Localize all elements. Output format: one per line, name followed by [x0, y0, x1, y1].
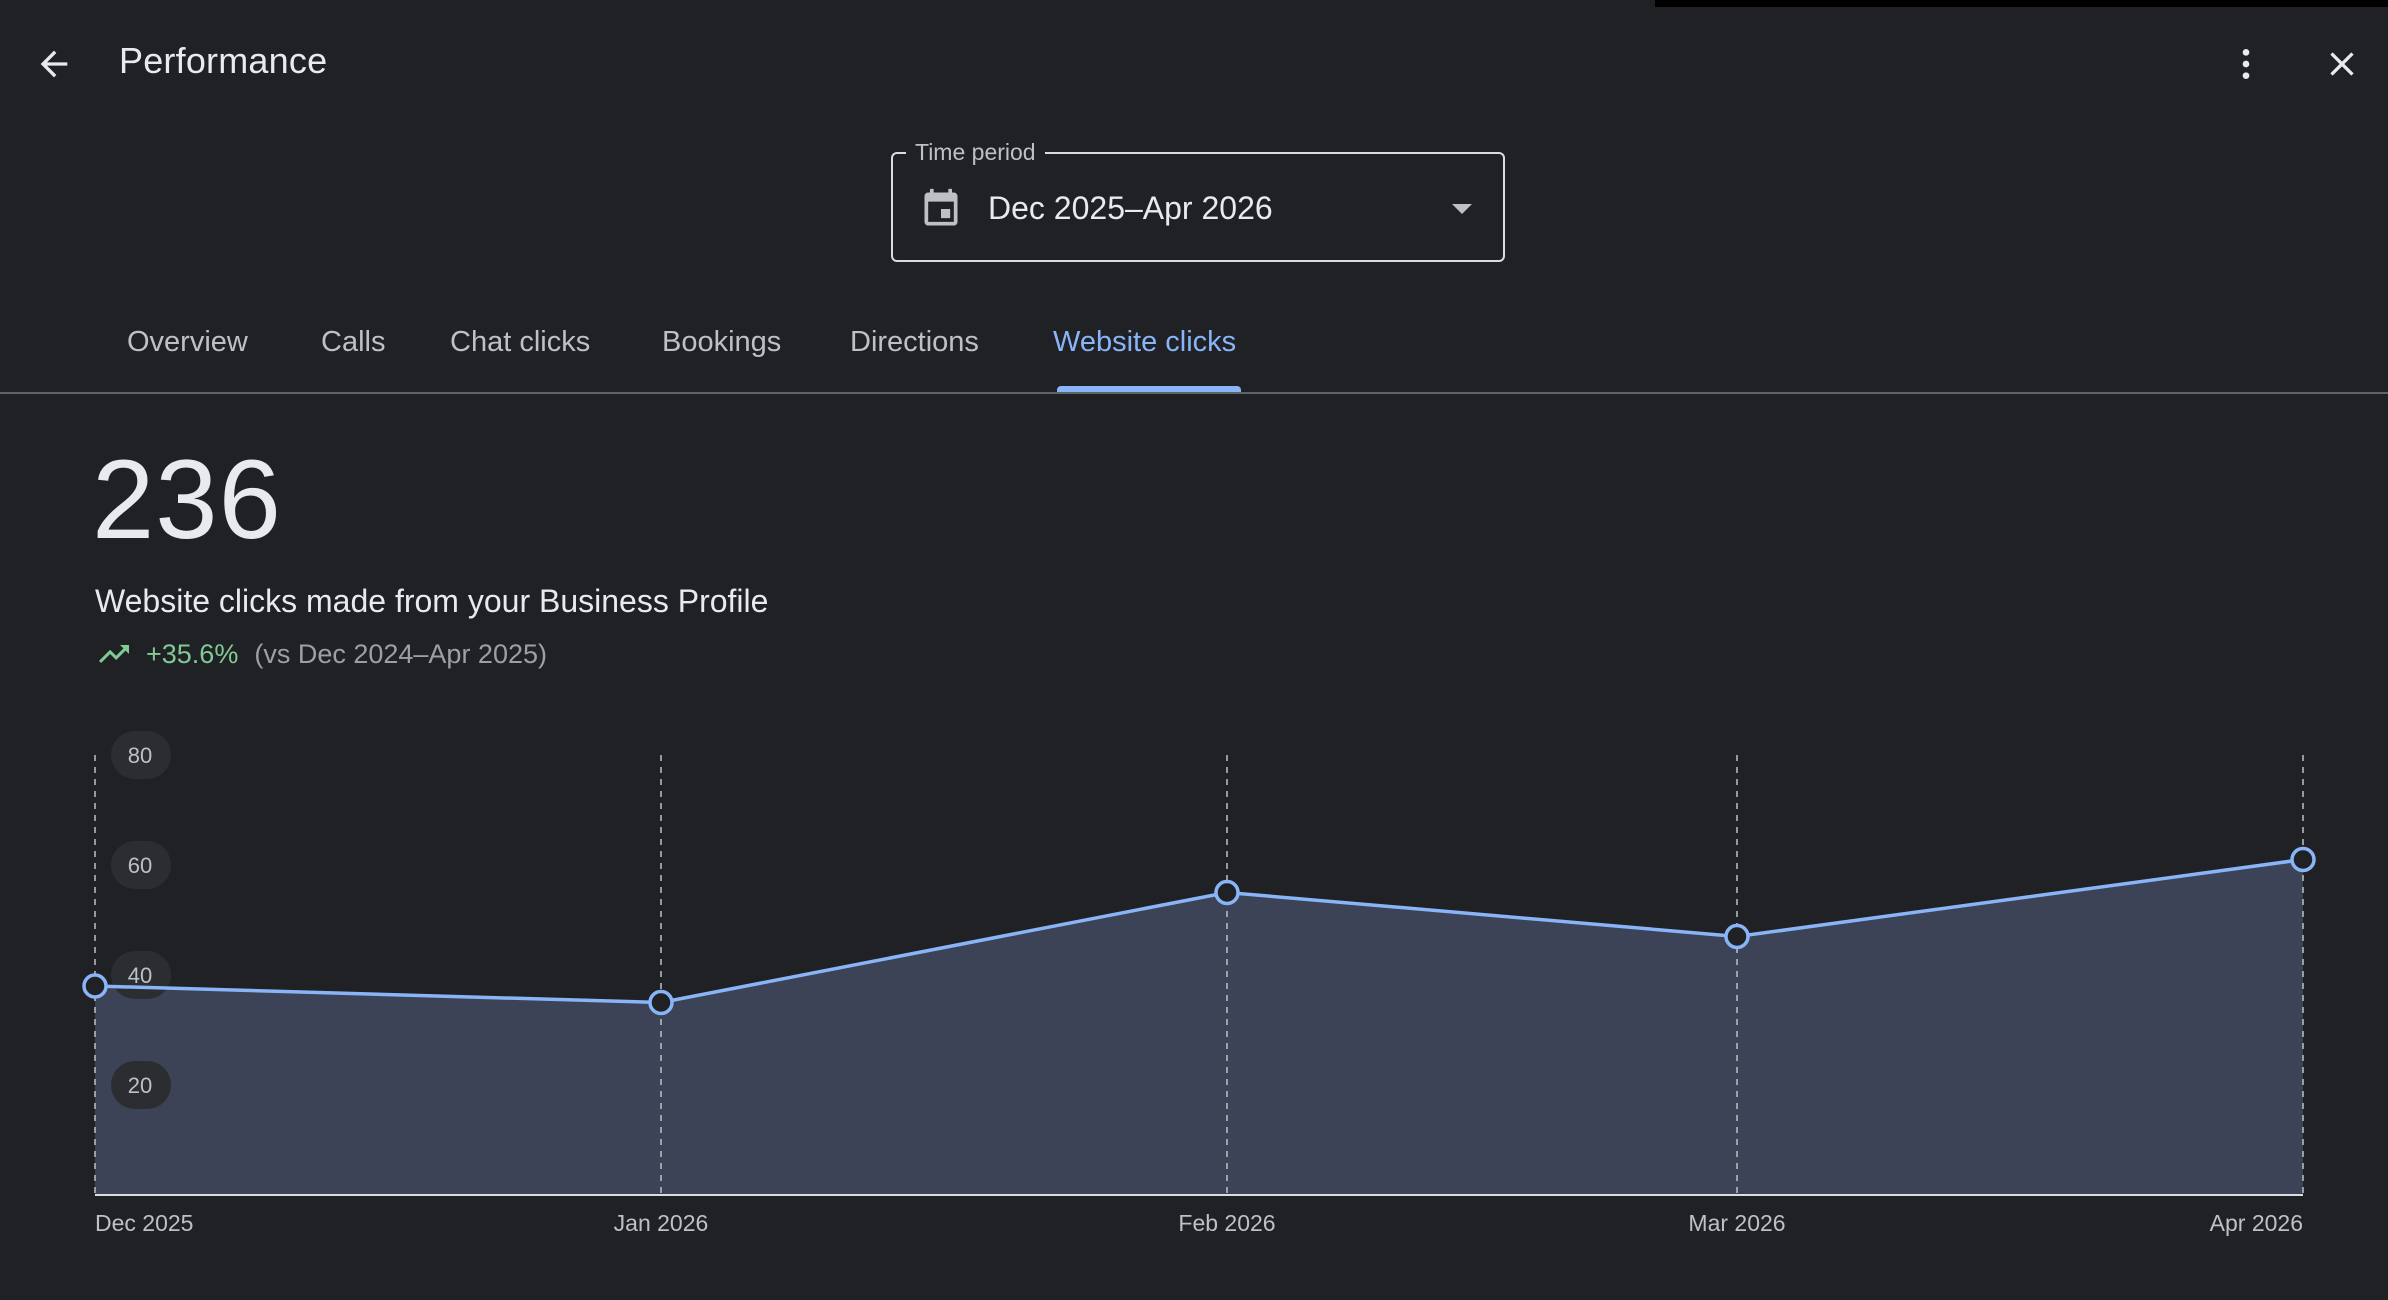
time-period-label: Time period — [906, 139, 1045, 166]
close-button[interactable] — [2302, 24, 2382, 104]
data-point-apr-2026 — [2290, 846, 2316, 873]
x-tick-label: Apr 2026 — [2210, 1210, 2303, 1236]
header: Performance — [0, 0, 2388, 126]
time-period-value: Dec 2025–Apr 2026 — [988, 190, 1273, 226]
more-vert-icon — [2242, 49, 2250, 79]
page-title: Performance — [119, 40, 328, 81]
top-edge-strip — [1655, 0, 2388, 7]
tab-website-clicks[interactable]: Website clicks — [1053, 326, 1237, 358]
more-options-button[interactable] — [2206, 24, 2286, 104]
y-tick-pill-20 — [111, 1061, 171, 1109]
x-tick-label: Dec 2025 — [95, 1210, 193, 1236]
dropdown-arrow-icon — [1452, 204, 1472, 214]
x-tick-label: Jan 2026 — [614, 1210, 709, 1236]
tab-bar: Overview Calls Chat clicks Bookings Dire… — [0, 300, 2388, 394]
y-tick-pill-80 — [111, 731, 171, 779]
total-value: 236 — [92, 437, 282, 562]
website-clicks-chart: 80 60 40 20 Dec 2025 Jan 2026 Feb 2026 Mar 2026… — [0, 720, 2388, 1240]
tab-bookings[interactable]: Bookings — [662, 326, 782, 358]
y-tick-label: 40 — [128, 963, 152, 988]
close-icon — [2330, 52, 2354, 76]
x-tick-label: Mar 2026 — [1688, 1210, 1785, 1236]
area-fill — [95, 859, 2303, 1195]
y-tick-label: 60 — [128, 853, 152, 878]
data-point-dec-2025 — [82, 973, 108, 999]
arrow-back-icon — [40, 50, 68, 78]
time-period-select[interactable]: Time period Dec 2025–Apr 2026 — [891, 139, 1505, 262]
tab-directions[interactable]: Directions — [850, 326, 979, 358]
tab-overview[interactable]: Overview — [127, 326, 248, 358]
x-tick-label: Feb 2026 — [1178, 1210, 1275, 1236]
calendar-icon — [924, 188, 958, 226]
data-point-jan-2026 — [648, 989, 674, 1016]
data-point-mar-2026 — [1724, 923, 1750, 950]
metric-description: Website clicks made from your Business P… — [95, 583, 769, 619]
tab-calls[interactable]: Calls — [321, 326, 386, 358]
y-tick-pill-60 — [111, 841, 171, 889]
tab-chat-clicks[interactable]: Chat clicks — [450, 326, 591, 358]
change-percent: +35.6% — [146, 638, 239, 669]
active-tab-indicator — [1057, 386, 1241, 392]
y-tick-label: 80 — [128, 743, 152, 768]
chart-svg: 80 60 40 20 Dec 2025 Jan 2026 Feb 2026 Mar 2026… — [82, 731, 2316, 1236]
data-point-feb-2026 — [1214, 879, 1240, 906]
y-tick-label: 20 — [128, 1073, 152, 1098]
trending-up-icon — [99, 645, 129, 663]
back-button[interactable] — [14, 24, 94, 104]
trend-row: +35.6% (vs Dec 2024–Apr 2025) — [96, 636, 547, 672]
comparison-period: (vs Dec 2024–Apr 2025) — [254, 638, 547, 669]
